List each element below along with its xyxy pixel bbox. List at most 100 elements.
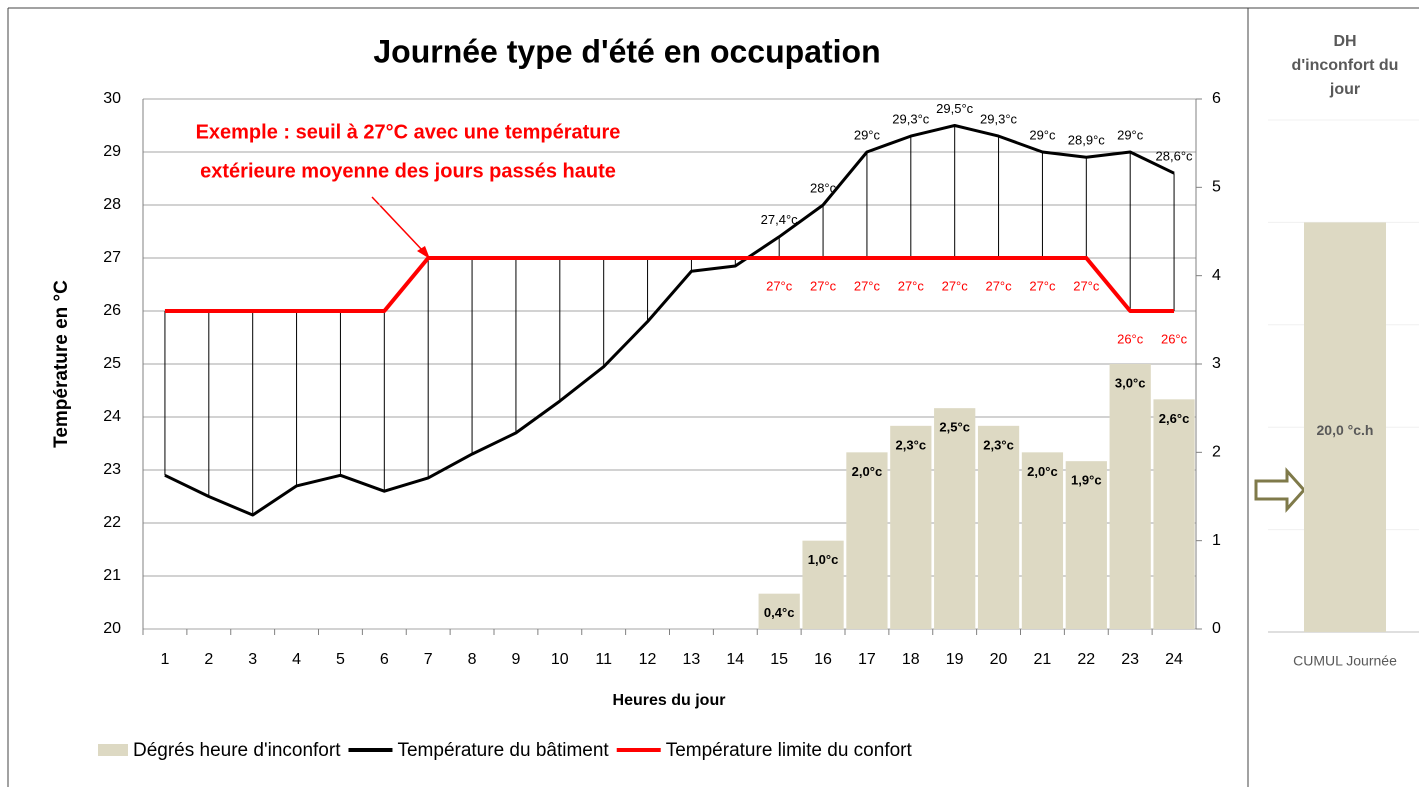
line-value-label: 29,5°c: [936, 101, 974, 116]
x-tick-label: 20: [990, 651, 1008, 668]
bar-value-label: 2,3°c: [983, 437, 1014, 452]
x-axis-label: Heures du jour: [613, 692, 726, 709]
y2-tick-label: 2: [1212, 444, 1221, 461]
x-tick-label: 14: [726, 651, 744, 668]
bar: [934, 408, 976, 629]
x-tick-label: 16: [814, 651, 832, 668]
line-value-label: 27,4°c: [761, 212, 799, 227]
legend-label: Température du bâtiment: [397, 740, 609, 761]
x-tick-label: CUMUL Journée: [1293, 653, 1397, 669]
y-tick-label: 25: [103, 355, 121, 372]
annotation: Exemple : seuil à 27°C avec une températ…: [196, 121, 621, 143]
bar: [1065, 461, 1107, 629]
legend-swatch: [98, 744, 128, 756]
line-value-label: 27°c: [985, 278, 1012, 293]
x-tick-label: 19: [946, 651, 964, 668]
y-axis-label: Température en °C: [51, 280, 72, 448]
x-tick-label: 21: [1034, 651, 1052, 668]
annotation: extérieure moyenne des jours passés haut…: [200, 160, 616, 182]
x-tick-label: 9: [511, 651, 520, 668]
y-tick-label: 26: [103, 302, 121, 319]
bar-value-label: 1,9°c: [1071, 473, 1102, 488]
line-value-label: 29°c: [1029, 127, 1056, 142]
side-title: DH d'inconfort du jour: [1291, 33, 1399, 98]
line-value-label: 28,9°c: [1068, 133, 1106, 148]
bar-value-label: 2,6°c: [1159, 411, 1190, 426]
y2-tick-label: 6: [1212, 90, 1221, 107]
x-tick-label: 8: [468, 651, 477, 668]
line-value-label: 29,3°c: [892, 112, 930, 127]
bar: [846, 452, 888, 629]
y2-tick-label: 1: [1212, 532, 1221, 549]
x-tick-label: 13: [683, 651, 701, 668]
line: [164, 124, 1175, 517]
line-value-label: 27°c: [766, 278, 793, 293]
arrow: [1254, 467, 1307, 513]
line-value-label: 28°c: [810, 180, 837, 195]
y-tick-label: 29: [103, 143, 121, 160]
y-tick-label: 21: [103, 567, 121, 584]
y-tick-label: 20: [103, 620, 121, 637]
y2-tick-label: 4: [1212, 267, 1221, 284]
x-tick-label: 12: [639, 651, 657, 668]
x-tick-label: 2: [204, 651, 213, 668]
line-value-label: 27°c: [1073, 278, 1100, 293]
bar-value-label: 2,0°c: [1027, 464, 1058, 479]
y-tick-label: 27: [103, 249, 121, 266]
x-tick-label: 5: [336, 651, 345, 668]
y-tick-label: 28: [103, 196, 121, 213]
bar-value-label: 2,3°c: [896, 437, 927, 452]
bar: [1304, 222, 1386, 632]
x-tick-label: 3: [248, 651, 257, 668]
line: [164, 256, 1175, 313]
x-tick-label: 22: [1077, 651, 1095, 668]
line-value-label: 29°c: [1117, 127, 1144, 142]
line-value-label: 28,6°c: [1156, 149, 1194, 164]
x-tick-label: 23: [1121, 651, 1139, 668]
line-value-label: 27°c: [854, 278, 881, 293]
y-tick-label: 22: [103, 514, 121, 531]
bar: [977, 425, 1020, 629]
bar: [1109, 364, 1151, 629]
x-tick-label: 24: [1165, 651, 1183, 668]
line-value-label: 27°c: [810, 278, 837, 293]
annotation-arrowhead: [417, 246, 430, 259]
line-value-label: 26°c: [1161, 331, 1188, 346]
bar: [890, 425, 932, 629]
line-value-label: 27°c: [942, 278, 969, 293]
bar: [802, 540, 844, 629]
x-tick-label: 6: [380, 651, 389, 668]
bar: [1153, 399, 1195, 629]
chart-title: Journée type d'été en occupation: [373, 33, 880, 69]
y2-tick-label: 5: [1212, 179, 1221, 196]
x-tick-label: 4: [292, 651, 301, 668]
y2-tick-label: 3: [1212, 355, 1221, 372]
y-tick-label: 30: [103, 90, 121, 107]
y-tick-label: 24: [103, 408, 121, 425]
y-tick-label: 23: [103, 461, 121, 478]
bar: [1021, 452, 1064, 629]
x-tick-label: 18: [902, 651, 920, 668]
line-value-label: 27°c: [1029, 278, 1056, 293]
bar: [758, 593, 800, 629]
x-tick-label: 15: [770, 651, 788, 668]
x-tick-label: 17: [858, 651, 876, 668]
y2-tick-label: 0: [1212, 620, 1221, 637]
bar-value-label: 3,0°c: [1115, 375, 1146, 390]
x-tick-label: 1: [160, 651, 169, 668]
legend-label: Dégrés heure d'inconfort: [133, 740, 341, 761]
annotation-arrow: [371, 196, 425, 253]
bar-value-label: 2,0°c: [852, 464, 883, 479]
side-value-label: 20,0 °c.h: [1316, 422, 1374, 438]
line-value-label: 26°c: [1117, 331, 1144, 346]
legend-label: Température limite du confort: [666, 740, 913, 761]
bar-value-label: 1,0°c: [808, 552, 839, 567]
bar-value-label: 2,5°c: [939, 420, 970, 435]
x-tick-label: 7: [424, 651, 433, 668]
bar-value-label: 0,4°c: [764, 605, 795, 620]
x-tick-label: 11: [595, 651, 612, 668]
x-tick-label: 10: [551, 651, 569, 668]
line-value-label: 29°c: [854, 127, 881, 142]
